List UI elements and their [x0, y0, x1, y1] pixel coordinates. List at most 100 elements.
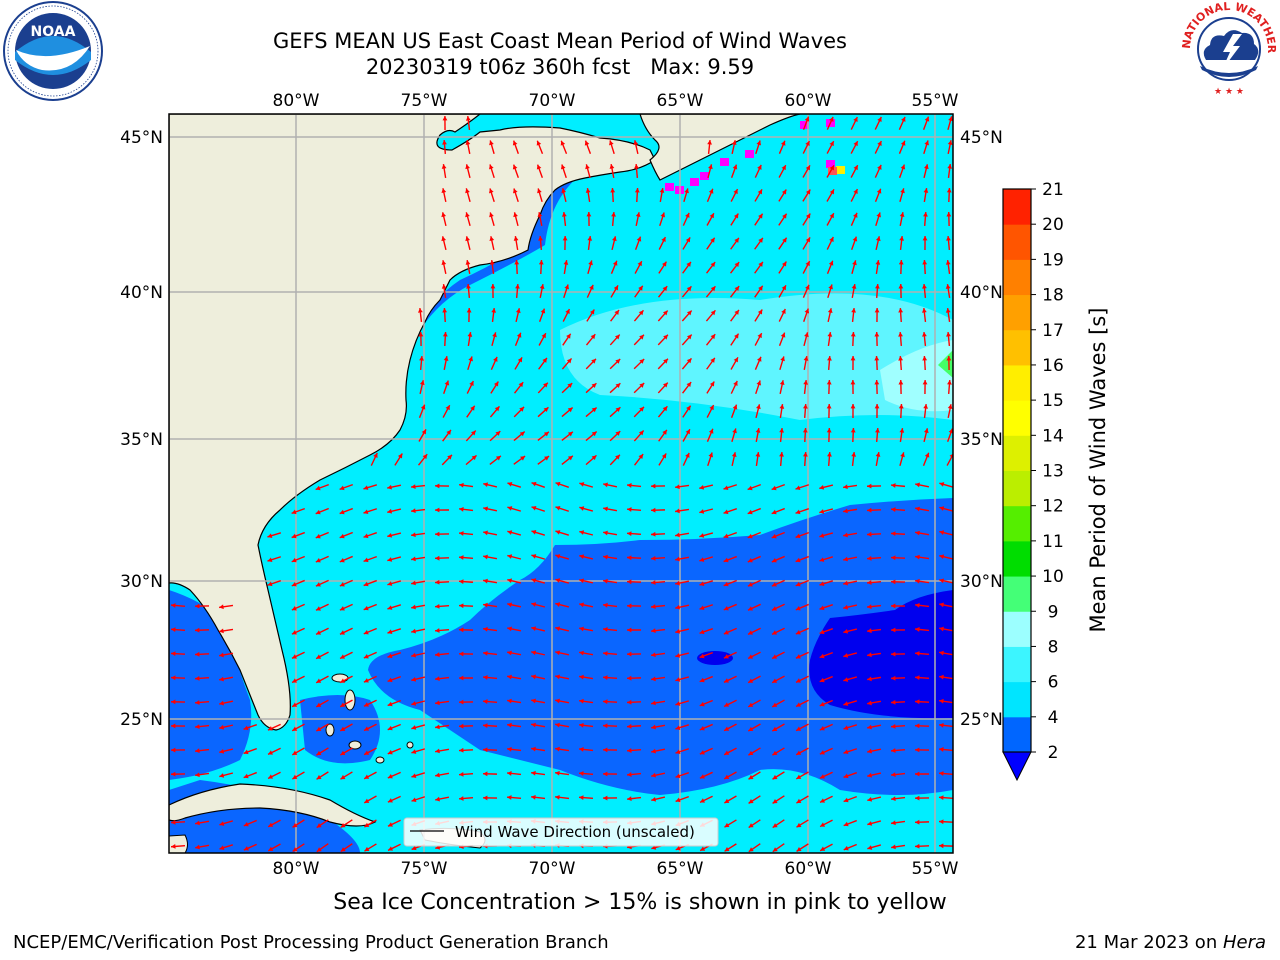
wave-direction-arrowhead: [491, 308, 497, 313]
wave-direction-arrowhead: [675, 604, 681, 610]
wave-direction-arrowhead: [748, 799, 754, 804]
wave-direction-arrowhead: [435, 555, 440, 561]
sea-ice-patch: [745, 150, 754, 158]
wave-direction-arrowhead: [613, 285, 619, 291]
wave-direction-arrowhead: [675, 653, 681, 658]
wave-direction-arrowhead: [291, 606, 297, 611]
wave-direction-arrowhead: [660, 212, 666, 218]
wave-direction-arrowhead: [507, 771, 512, 776]
wave-direction-arrowhead: [780, 140, 786, 146]
wave-direction-arrowhead: [915, 482, 920, 488]
wave-direction-arrowhead: [867, 748, 872, 754]
wave-direction-arrowhead: [867, 507, 872, 513]
map-frame: [168, 113, 954, 854]
wave-direction-arrowhead: [315, 485, 321, 491]
wave-direction-arrowhead: [772, 726, 778, 731]
wave-direction-arrowhead: [699, 509, 705, 514]
wave-direction-arrowhead: [747, 558, 753, 563]
wave-direction-arrowhead: [603, 602, 608, 608]
wave-direction-arrowhead: [867, 628, 872, 634]
wave-direction-arrowhead: [579, 722, 584, 728]
wave-direction-arrowhead: [748, 847, 754, 852]
wave-direction-arrowhead: [661, 453, 667, 459]
wave-direction-arrowhead: [435, 483, 440, 489]
wave-direction-arrowhead: [732, 404, 738, 410]
wave-direction-arrowhead: [948, 116, 953, 122]
wave-direction-arrowhead: [699, 725, 705, 731]
wave-direction-arrowhead: [805, 165, 810, 171]
wave-direction-arrowhead: [507, 602, 513, 608]
wave-direction-arrowhead: [603, 747, 608, 753]
wave-direction-arrowhead: [915, 578, 920, 584]
wave-direction-arrowhead: [171, 747, 176, 753]
wave-direction-arrowhead: [900, 452, 905, 458]
wave-direction-arrowhead: [867, 700, 872, 706]
wave-direction-arrowhead: [946, 332, 951, 337]
wave-direction-arrowhead: [459, 796, 464, 801]
wave-direction-arrowhead: [507, 795, 512, 800]
wave-direction-arrowhead: [627, 555, 632, 561]
wave-direction-arrowhead: [639, 383, 645, 388]
wave-direction-arrowhead: [531, 578, 537, 583]
wave-direction-arrowhead: [771, 485, 777, 491]
wave-direction-arrowhead: [243, 725, 249, 731]
wave-direction-arrowhead: [795, 678, 801, 683]
wave-direction-arrowhead: [675, 677, 681, 682]
bahamas-island: [406, 741, 414, 749]
wave-direction-arrowhead: [531, 794, 536, 800]
wave-direction-arrowhead: [340, 774, 346, 780]
wave-direction-arrowhead: [465, 140, 471, 145]
wave-direction-arrowhead: [804, 116, 810, 122]
wave-direction-arrowhead: [731, 452, 737, 458]
wave-direction-arrowhead: [411, 797, 417, 803]
colorbar-tick-label: 8: [1048, 637, 1059, 657]
wave-direction-arrowhead: [495, 431, 501, 436]
wave-direction-arrowhead: [851, 284, 857, 289]
wave-direction-arrowhead: [891, 555, 896, 561]
wave-direction-arrowhead: [579, 578, 585, 584]
wave-direction-arrowhead: [686, 310, 692, 316]
wave-direction-arrowhead: [422, 454, 428, 460]
wave-direction-arrowhead: [651, 507, 656, 513]
wave-direction-arrowhead: [567, 431, 573, 437]
wave-direction-arrowhead: [603, 723, 608, 729]
wave-direction-arrowhead: [891, 579, 896, 585]
wave-direction-arrowhead: [685, 429, 690, 435]
wave-direction-arrowhead: [796, 822, 802, 828]
colorbar-segment: [1003, 505, 1031, 542]
wave-direction-arrowhead: [591, 358, 596, 364]
wave-direction-arrowhead: [315, 606, 321, 611]
wave-direction-arrowhead: [852, 236, 858, 242]
wave-direction-arrowhead: [850, 428, 856, 433]
wave-direction-arrowhead: [867, 821, 873, 826]
wave-direction-arrowhead: [675, 701, 681, 706]
wave-direction-arrowhead: [470, 405, 475, 411]
colorbar-tick-label: 21: [1042, 180, 1064, 200]
wave-direction-arrowhead: [731, 140, 737, 146]
wave-direction-arrowhead: [947, 380, 952, 385]
wave-direction-arrowhead: [675, 749, 681, 755]
wave-direction-arrowhead: [435, 531, 440, 537]
wave-direction-arrowhead: [507, 530, 513, 535]
wave-direction-arrowhead: [543, 407, 549, 413]
wave-direction-arrowhead: [387, 653, 393, 659]
lon-label-bottom: 60°W: [785, 859, 832, 879]
wave-direction-arrowhead: [387, 822, 393, 827]
wave-direction-arrowhead: [411, 484, 416, 489]
wave-direction-arrowhead: [531, 698, 536, 704]
wave-direction-arrowhead: [779, 428, 784, 433]
wave-direction-arrowhead: [662, 406, 668, 412]
wave-direction-arrowhead: [459, 482, 464, 488]
wave-direction-arrowhead: [603, 578, 608, 584]
wave-direction-arrowhead: [435, 579, 440, 585]
wave-direction-arrowhead: [686, 382, 692, 388]
wave-direction-arrowhead: [685, 212, 690, 218]
wave-direction-arrowhead: [915, 506, 920, 512]
colorbar-segment: [1003, 329, 1031, 366]
wave-direction-arrowhead: [710, 237, 715, 243]
sea-ice-patch: [665, 183, 674, 191]
wave-direction-arrowhead: [946, 212, 952, 217]
wave-direction-arrowhead: [483, 723, 488, 729]
wave-direction-arrowhead: [442, 140, 447, 145]
wave-direction-arrowhead: [675, 532, 680, 538]
